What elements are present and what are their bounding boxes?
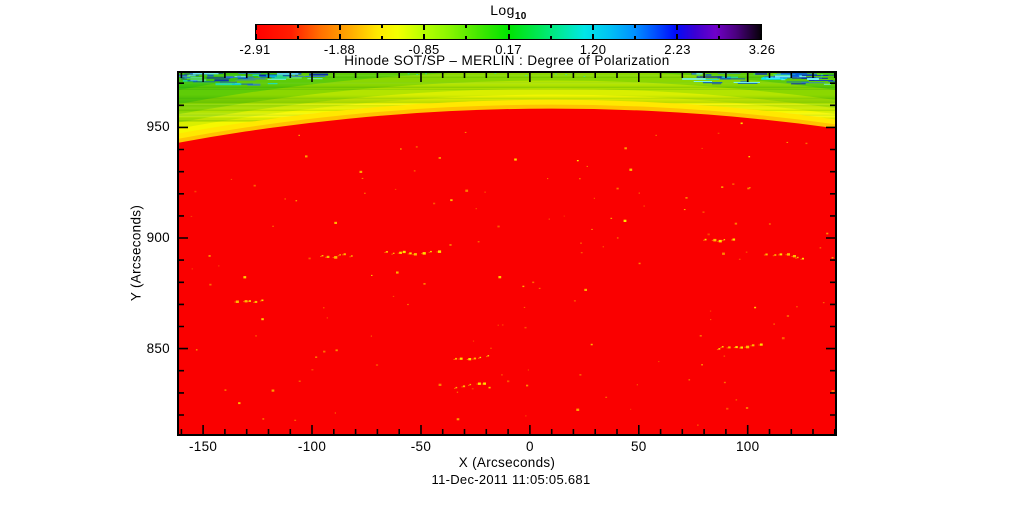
y-axis-title: Y (Arcseconds) xyxy=(128,204,144,302)
x-tick-label: -150 xyxy=(189,439,218,454)
colorbar-minor-tick xyxy=(549,25,552,28)
colorbar-major-tick xyxy=(760,34,762,39)
colorbar-title-subscript: 10 xyxy=(514,10,527,22)
colorbar-major-tick xyxy=(675,25,678,30)
colorbar-minor-tick xyxy=(465,36,468,39)
colorbar-tick-label: -2.91 xyxy=(239,42,271,57)
colorbar-major-tick xyxy=(507,25,510,30)
y-tick-label: 950 xyxy=(146,119,170,135)
x-tick-label: 0 xyxy=(525,439,534,454)
colorbar-tick-label: -1.88 xyxy=(323,42,356,57)
sky-striations xyxy=(177,75,837,122)
colorbar-major-tick xyxy=(591,25,594,30)
colorbar-tick-label: -0.85 xyxy=(408,42,440,57)
colorbar-tick-label: 1.20 xyxy=(579,42,607,57)
y-tick-label: 900 xyxy=(146,230,170,245)
colorbar-minor-tick xyxy=(297,25,300,28)
colorbar-minor-tick xyxy=(717,36,720,39)
colorbar-minor-tick xyxy=(381,36,384,39)
colorbar-major-tick xyxy=(760,25,762,30)
disk-speckles xyxy=(181,122,835,426)
colorbar-minor-tick xyxy=(549,36,552,39)
colorbar-tick-label: 2.23 xyxy=(664,42,691,57)
x-axis-title: X (Arcseconds) xyxy=(458,455,556,470)
plot-title: Hinode SOT/SP – MERLIN : Degree of Polar… xyxy=(344,53,670,68)
x-tick-label: -50 xyxy=(410,439,432,454)
axis-frame xyxy=(177,71,837,436)
colorbar-title-text: Log xyxy=(490,2,515,18)
colorbar-major-tick xyxy=(255,25,257,30)
colorbar-minor-tick xyxy=(465,25,468,28)
x-tick-label: -100 xyxy=(297,439,327,454)
colorbar-major-tick xyxy=(591,34,594,39)
colorbar-major-tick xyxy=(339,34,342,39)
colorbar-major-tick xyxy=(675,34,678,39)
axis-ticks xyxy=(179,73,836,434)
solar-image-plot xyxy=(177,71,837,436)
colorbar xyxy=(255,24,762,40)
x-tick-label: 100 xyxy=(735,439,760,454)
colorbar-major-tick xyxy=(423,34,426,39)
colorbar-minor-tick xyxy=(633,36,636,39)
solar-image xyxy=(177,71,837,436)
x-tick-label: 50 xyxy=(630,439,647,454)
colorbar-minor-tick xyxy=(717,25,720,28)
colorbar-title: Log10 xyxy=(255,2,762,22)
observation-timestamp: 11-Dec-2011 11:05:05.681 xyxy=(431,472,591,487)
colorbar-minor-tick xyxy=(633,25,636,28)
colorbar-major-tick xyxy=(507,34,510,39)
y-tick-label: 850 xyxy=(146,340,170,356)
colorbar-tick-label: 3.26 xyxy=(748,42,776,57)
colorbar-major-tick xyxy=(339,25,342,30)
colorbar-major-tick xyxy=(423,25,426,30)
colorbar-major-tick xyxy=(255,34,257,39)
colorbar-minor-tick xyxy=(297,36,300,39)
colorbar-minor-tick xyxy=(381,25,384,28)
colorbar-tick-label: 0.17 xyxy=(495,42,522,57)
